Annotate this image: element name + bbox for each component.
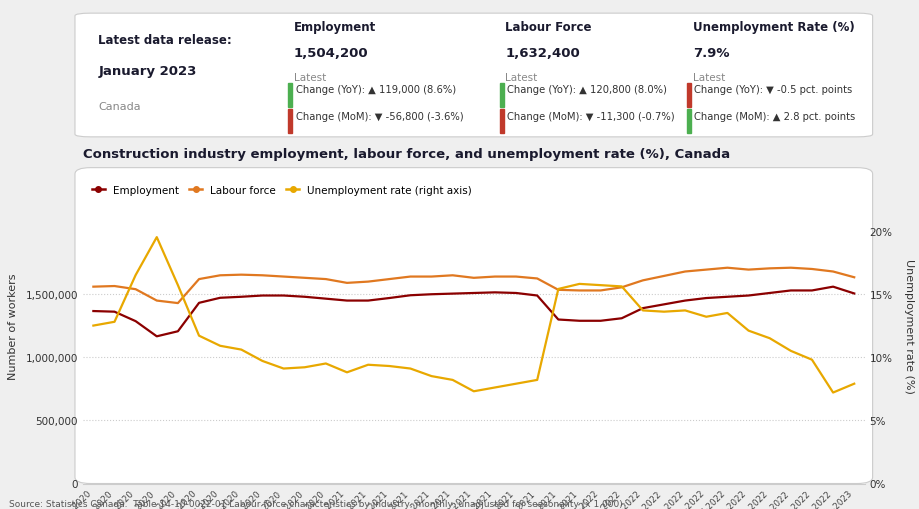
Bar [686, 110, 690, 134]
Bar [499, 110, 503, 134]
Y-axis label: Unemployment rate (%): Unemployment rate (%) [902, 259, 913, 393]
Bar [499, 84, 503, 107]
FancyBboxPatch shape [75, 14, 872, 137]
Text: Unemployment Rate (%): Unemployment Rate (%) [692, 21, 854, 34]
Text: Source: Statistics Canada.  Table 14-10-0022-01 Labour force characteristics by : Source: Statistics Canada. Table 14-10-0… [9, 499, 622, 508]
Legend: Employment, Labour force, Unemployment rate (right axis): Employment, Labour force, Unemployment r… [88, 181, 476, 200]
Text: Change (MoM): ▼ -11,300 (-0.7%): Change (MoM): ▼ -11,300 (-0.7%) [506, 111, 674, 121]
Text: 1,632,400: 1,632,400 [505, 47, 579, 60]
Text: Construction industry employment, labour force, and unemployment rate (%), Canad: Construction industry employment, labour… [83, 147, 729, 160]
FancyBboxPatch shape [75, 168, 872, 484]
Bar [289, 110, 292, 134]
Text: Labour Force: Labour Force [505, 21, 591, 34]
Text: Canada: Canada [98, 102, 141, 112]
Text: Change (MoM): ▲ 2.8 pct. points: Change (MoM): ▲ 2.8 pct. points [694, 111, 855, 121]
Text: Latest: Latest [294, 73, 326, 83]
Y-axis label: Number of workers: Number of workers [8, 273, 18, 379]
Text: Employment: Employment [294, 21, 376, 34]
Text: January 2023: January 2023 [98, 65, 197, 78]
Bar [289, 84, 292, 107]
Text: 1,504,200: 1,504,200 [294, 47, 369, 60]
Text: Latest data release:: Latest data release: [98, 34, 232, 47]
Text: 7.9%: 7.9% [692, 47, 729, 60]
Text: Latest: Latest [505, 73, 537, 83]
Bar [686, 84, 690, 107]
Text: Change (YoY): ▲ 120,800 (8.0%): Change (YoY): ▲ 120,800 (8.0%) [506, 85, 665, 95]
Text: Change (YoY): ▼ -0.5 pct. points: Change (YoY): ▼ -0.5 pct. points [694, 85, 852, 95]
Text: Change (MoM): ▼ -56,800 (-3.6%): Change (MoM): ▼ -56,800 (-3.6%) [295, 111, 462, 121]
Text: Latest: Latest [692, 73, 724, 83]
Text: Change (YoY): ▲ 119,000 (8.6%): Change (YoY): ▲ 119,000 (8.6%) [295, 85, 455, 95]
